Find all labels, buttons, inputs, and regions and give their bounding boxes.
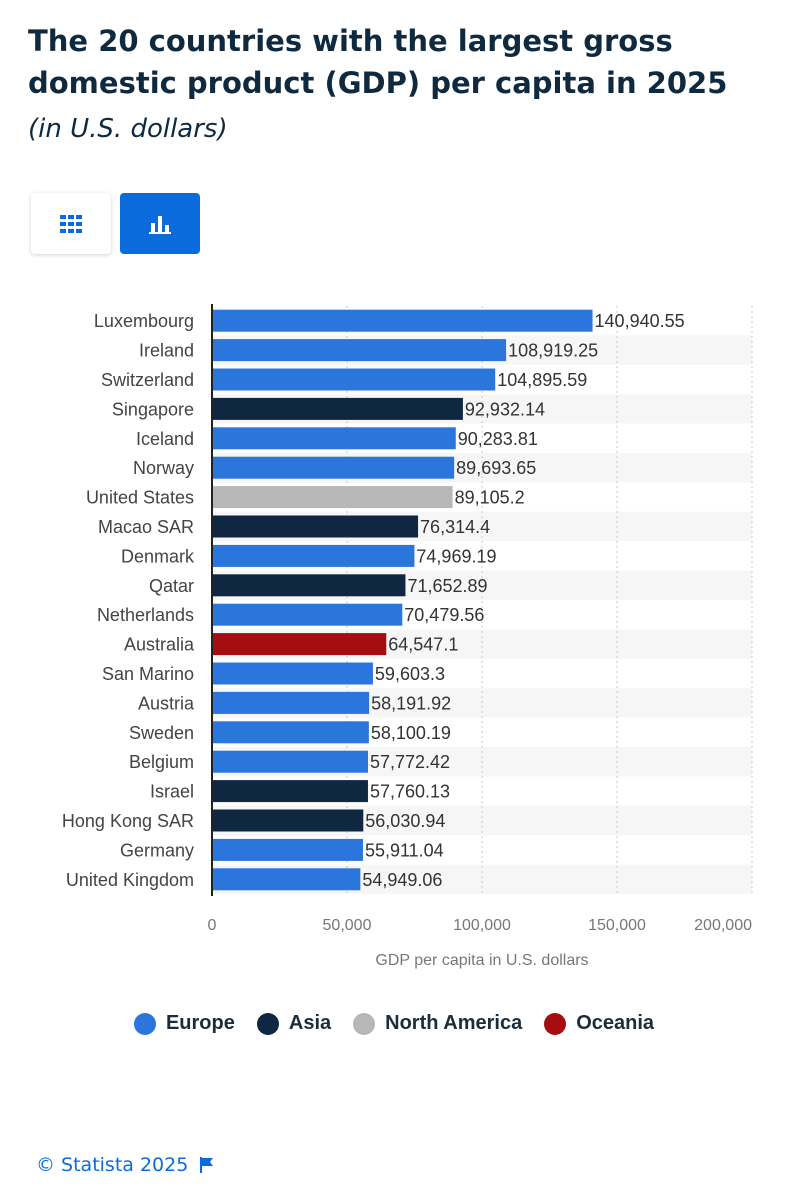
y-tick-label: Macao SAR xyxy=(98,517,194,537)
y-tick-label: Qatar xyxy=(149,576,194,596)
data-label: 56,030.94 xyxy=(365,811,445,831)
data-label: 76,314.4 xyxy=(420,517,490,537)
bar xyxy=(212,868,361,891)
data-label: 57,772.42 xyxy=(370,752,450,772)
copyright-link[interactable]: © Statista 2025 xyxy=(36,1154,189,1176)
legend-marker-oceania xyxy=(544,1012,567,1035)
legend-item-asia[interactable]: Asia xyxy=(256,1012,332,1035)
footer: © Statista 2025 xyxy=(36,1154,214,1176)
bar xyxy=(212,368,496,391)
bar xyxy=(212,397,463,420)
y-tick-label: Israel xyxy=(150,782,194,802)
y-tick-label: Austria xyxy=(138,693,195,713)
y-tick-label: Belgium xyxy=(129,752,194,772)
chart-view-button[interactable] xyxy=(120,193,200,254)
bar xyxy=(212,691,370,714)
x-axis-title: GDP per capita in U.S. dollars xyxy=(375,952,588,969)
bar xyxy=(212,427,456,450)
legend-marker-asia xyxy=(256,1012,279,1035)
data-label: 74,969.19 xyxy=(416,546,496,566)
bar xyxy=(212,633,387,656)
legend-label: Asia xyxy=(288,1012,332,1034)
legend-label: Europe xyxy=(165,1012,235,1034)
y-tick-label: Hong Kong SAR xyxy=(62,811,194,831)
y-tick-label: Singapore xyxy=(112,399,194,419)
y-tick-label: Iceland xyxy=(136,429,194,449)
bar xyxy=(212,309,593,332)
x-tick-label: 100,000 xyxy=(453,917,511,934)
legend-label: Oceania xyxy=(576,1012,655,1034)
x-tick-label: 0 xyxy=(208,917,217,934)
bar xyxy=(212,339,507,362)
bar xyxy=(212,809,364,832)
bar xyxy=(212,544,415,567)
data-label: 89,105.2 xyxy=(455,488,525,508)
y-tick-label: Norway xyxy=(133,458,194,478)
y-tick-label: San Marino xyxy=(102,664,194,684)
y-tick-label: Netherlands xyxy=(97,605,194,625)
data-label: 70,479.56 xyxy=(404,605,484,625)
chart-title: The 20 countries with the largest gross … xyxy=(28,24,728,100)
bar xyxy=(212,603,403,626)
y-tick-label: Sweden xyxy=(129,723,194,743)
bar xyxy=(212,486,453,509)
data-label: 92,932.14 xyxy=(465,399,545,419)
bar xyxy=(212,721,369,744)
bar xyxy=(212,574,406,597)
data-label: 55,911.04 xyxy=(365,840,444,860)
bar xyxy=(212,838,363,861)
x-tick-label: 200,000 xyxy=(694,917,752,934)
legend-item-north-america[interactable]: North America xyxy=(353,1012,522,1035)
data-label: 108,919.25 xyxy=(508,341,598,361)
y-tick-label: Denmark xyxy=(121,546,195,566)
y-tick-label: Luxembourg xyxy=(94,311,194,331)
y-tick-label: Switzerland xyxy=(101,370,194,390)
y-tick-label: Ireland xyxy=(139,341,194,361)
data-label: 64,547.1 xyxy=(388,635,458,655)
data-label: 71,652.89 xyxy=(407,576,487,596)
data-label: 90,283.81 xyxy=(458,429,538,449)
table-view-button[interactable] xyxy=(31,193,111,254)
y-tick-label: United States xyxy=(86,488,194,508)
data-label: 59,603.3 xyxy=(375,664,445,684)
y-tick-label: Germany xyxy=(120,840,194,860)
bar-chart-icon xyxy=(149,215,171,234)
bar xyxy=(212,750,368,773)
bar xyxy=(212,515,419,538)
bar xyxy=(212,780,368,803)
bar xyxy=(212,662,373,685)
y-tick-label: Australia xyxy=(124,635,195,655)
data-label: 57,760.13 xyxy=(370,782,450,802)
data-label: 140,940.55 xyxy=(595,311,685,331)
x-tick-label: 50,000 xyxy=(323,917,372,934)
legend-marker-north-america xyxy=(353,1012,376,1035)
legend: Europe Asia North America Oceania xyxy=(0,1012,788,1035)
legend-marker-europe xyxy=(133,1012,156,1035)
data-label: 58,191.92 xyxy=(371,693,451,713)
chart-subtitle: (in U.S. dollars) xyxy=(28,114,228,144)
flag-icon[interactable] xyxy=(200,1157,214,1173)
legend-label: North America xyxy=(385,1012,523,1034)
legend-item-oceania[interactable]: Oceania xyxy=(544,1012,654,1035)
data-label: 54,949.06 xyxy=(362,870,442,890)
bar xyxy=(212,456,455,479)
data-label: 58,100.19 xyxy=(371,723,451,743)
grid-icon xyxy=(60,214,82,233)
x-tick-label: 150,000 xyxy=(588,917,646,934)
legend-item-europe[interactable]: Europe xyxy=(133,1012,235,1035)
y-tick-label: United Kingdom xyxy=(66,870,194,890)
data-label: 104,895.59 xyxy=(497,370,587,390)
data-label: 89,693.65 xyxy=(456,458,536,478)
bar-chart: 140,940.55 108,919.25 104,895.59 92,932.14 9… xyxy=(62,304,753,969)
